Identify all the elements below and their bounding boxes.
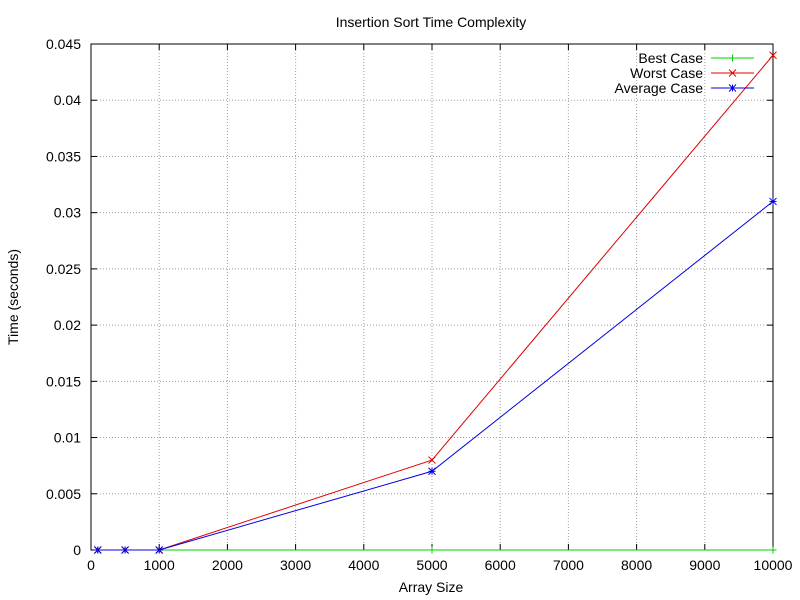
data-point-average-case [769,197,777,206]
data-point-worst-case [769,51,777,60]
y-tick-label: 0.03 [54,205,81,221]
y-tick-label: 0.04 [54,92,81,108]
data-point-best-case [769,546,777,554]
y-tick-label: 0.005 [46,486,81,502]
data-point-worst-case [428,456,436,464]
x-tick-label: 1000 [144,557,175,573]
series-group [93,51,777,554]
data-point-average-case [93,546,102,554]
legend-swatch-marker [728,84,737,92]
data-point-average-case [155,546,164,554]
legend-item-average-case: Average Case [615,80,754,96]
data-point-average-case [428,467,436,476]
x-tick-label: 7000 [553,557,584,573]
y-tick-label: 0.01 [54,430,81,446]
legend-label: Average Case [615,80,704,96]
data-point-average-case [121,546,129,554]
grid [91,44,773,550]
y-tick-label: 0.025 [46,261,81,277]
y-tick-label: 0.045 [46,36,81,52]
x-tick-label: 9000 [689,557,720,573]
y-axis-label: Time (seconds) [5,249,21,345]
legend-swatch-marker [729,54,736,62]
legend-swatch-marker [728,69,737,77]
x-tick-label: 6000 [485,557,516,573]
legend-item-worst-case: Worst Case [630,65,754,81]
x-tick-label: 2000 [212,557,243,573]
legend-item-best-case: Best Case [638,50,754,66]
x-tick-label: 3000 [280,557,311,573]
y-tick-label: 0.02 [54,317,81,333]
x-tick-label: 8000 [621,557,652,573]
y-tick-label: 0.035 [46,148,81,164]
x-tick-label: 0 [87,557,95,573]
y-tick-label: 0.015 [46,373,81,389]
axis-ticks: 0 1000 2000 3000 4000 5000 6000 7000 8000 9000 100… [46,36,793,573]
chart-title: Insertion Sort Time Complexity [336,14,527,30]
data-point-best-case [428,546,436,554]
legend-label: Best Case [638,50,703,66]
x-tick-label: 10000 [754,557,793,573]
x-axis-label: Array Size [399,579,464,595]
legend-label: Worst Case [630,65,703,81]
series-average-case [93,197,777,554]
y-tick-label: 0 [73,542,81,558]
x-tick-label: 5000 [416,557,447,573]
x-tick-label: 4000 [348,557,379,573]
